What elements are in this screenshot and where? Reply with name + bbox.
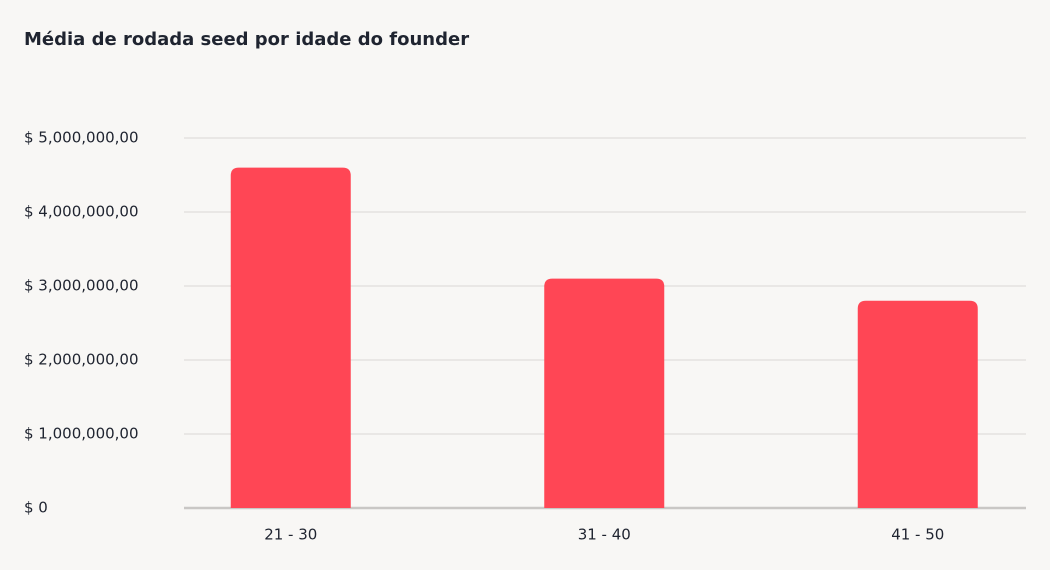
bar — [857, 300, 978, 508]
bar — [544, 278, 665, 508]
y-tick-label: $ 3,000,000,00 — [24, 277, 139, 295]
x-tick-label: 21 - 30 — [264, 526, 317, 544]
y-tick-label: $ 5,000,000,00 — [24, 129, 139, 147]
x-tick-label: 31 - 40 — [578, 526, 631, 544]
y-tick-label: $ 1,000,000,00 — [24, 425, 139, 443]
x-tick-label: 41 - 50 — [891, 526, 944, 544]
y-tick-label: $ 2,000,000,00 — [24, 351, 139, 369]
chart-title: Média de rodada seed por idade do founde… — [24, 29, 469, 50]
bar — [230, 167, 351, 508]
y-tick-label: $ 0 — [24, 499, 48, 517]
y-tick-label: $ 4,000,000,00 — [24, 203, 139, 221]
